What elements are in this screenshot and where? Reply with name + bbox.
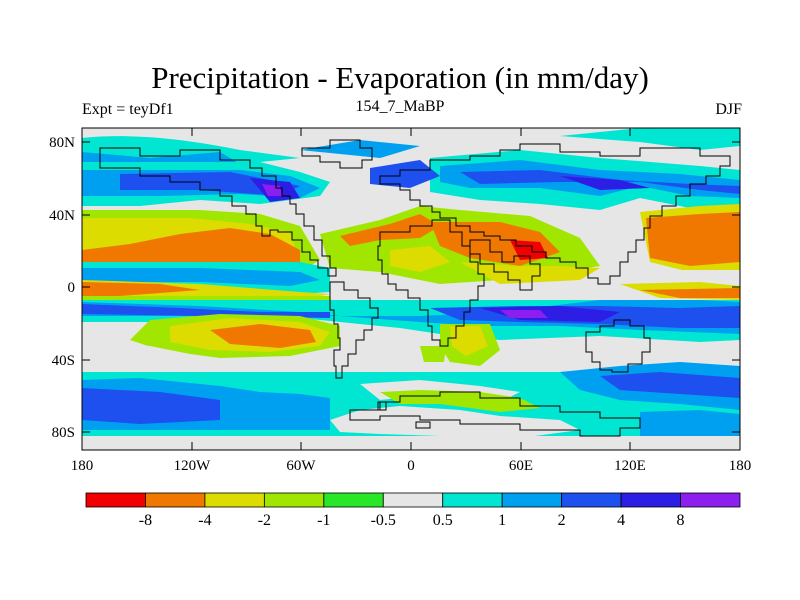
map-title: Precipitation - Evaporation (in mm/day) (151, 60, 649, 95)
colorbar-label: 4 (617, 512, 625, 529)
x-tick-60e: 60E (509, 458, 533, 474)
x-tick-0: 0 (407, 458, 415, 474)
colorbar-label: -1 (317, 512, 330, 529)
colorbar-swatch (145, 492, 206, 508)
colorbar-label: 2 (558, 512, 566, 529)
experiment-label: Expt = teyDf1 (82, 101, 174, 118)
map-field (82, 128, 740, 450)
colorbar-label: 1 (498, 512, 506, 529)
colorbar-swatch (620, 492, 681, 508)
colorbar-swatch (263, 492, 325, 508)
colorbar-swatch (680, 492, 741, 508)
colorbar-label: 0.5 (433, 512, 453, 529)
colorbar-swatch (85, 492, 146, 508)
x-tick-180e: 180 (729, 458, 752, 474)
period-label: 154_7_MaBP (355, 98, 445, 115)
axis-ticks (81, 128, 741, 450)
colorbar-swatch (382, 492, 444, 508)
x-tick-180w: 180 (71, 458, 94, 474)
colorbar-label: -4 (198, 512, 211, 529)
x-tick-120e: 120E (614, 458, 646, 474)
y-tick-40n: 40N (49, 208, 75, 224)
colorbar-label: -2 (258, 512, 271, 529)
colorbar: -8 -4 -2 -1 -0.5 0.5 1 2 4 8 (85, 492, 741, 529)
y-tick-40s: 40S (52, 353, 75, 369)
y-tick-80s: 80S (52, 425, 75, 441)
season-label: DJF (715, 101, 742, 118)
colorbar-swatch (204, 492, 265, 508)
colorbar-swatch (561, 492, 622, 508)
x-tick-60w: 60W (286, 458, 316, 474)
colorbar-swatch (501, 492, 563, 508)
x-tick-120w: 120W (174, 458, 212, 474)
y-tick-0: 0 (68, 280, 76, 296)
y-tick-80n: 80N (49, 135, 75, 151)
colorbar-swatch (442, 492, 503, 508)
coastlines (99, 139, 731, 437)
colorbar-swatch (323, 492, 384, 508)
colorbar-label: -0.5 (371, 512, 396, 529)
colorbar-label: -8 (139, 512, 152, 529)
colorbar-label: 8 (677, 512, 685, 529)
